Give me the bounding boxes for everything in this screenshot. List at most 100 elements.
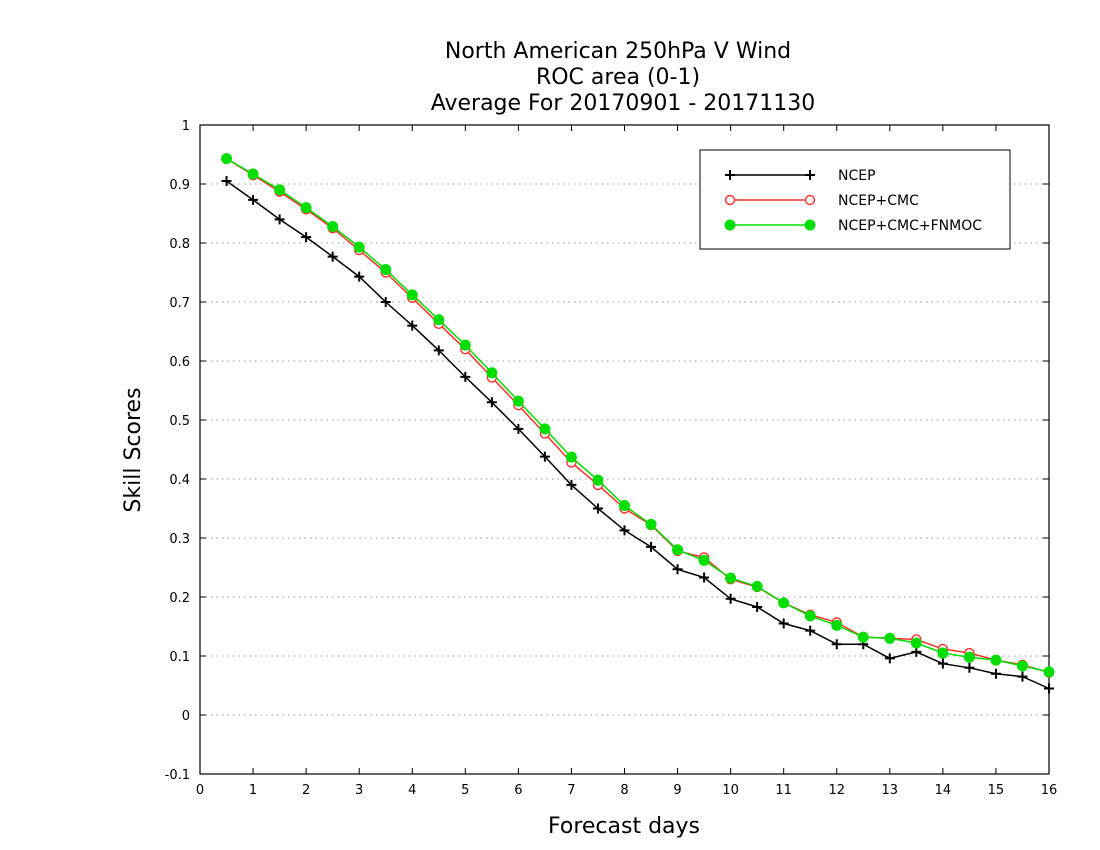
legend-label-1: NCEP <box>838 168 876 184</box>
series-3-point-28 <box>963 651 975 663</box>
chart-title-line-2: ROC area (0-1) <box>536 65 700 90</box>
legend-marker-right-3 <box>804 219 816 231</box>
series-3-point-0 <box>221 153 233 165</box>
series-1-point-23 <box>831 639 842 650</box>
series-3-point-30 <box>1016 660 1028 672</box>
x-tick-label-7: 7 <box>567 783 575 798</box>
x-tick-label-13: 13 <box>882 783 899 798</box>
y-tick-label-0: -0.1 <box>165 768 190 783</box>
x-tick-label-14: 14 <box>935 783 952 798</box>
series-1-point-2 <box>274 214 285 225</box>
y-tick-label-2: 0.1 <box>169 650 190 665</box>
series-1-point-3 <box>301 232 312 243</box>
series-3-point-4 <box>327 220 339 232</box>
y-axis-ticks: -0.1 0 0.1 0.2 0.3 0.4 0.5 0.6 0.7 0.8 0.9 1 <box>165 119 1049 783</box>
series-3-point-13 <box>565 451 577 463</box>
legend-item-2: NCEP+CMC <box>724 193 919 209</box>
series-1-point-9 <box>460 371 471 382</box>
series-3-point-7 <box>406 289 418 301</box>
series-3-point-2 <box>274 184 286 196</box>
grid-lines <box>200 183 1049 716</box>
series-1-line <box>226 180 1050 690</box>
series-3-point-16 <box>645 518 657 530</box>
series-3-point-9 <box>459 339 471 351</box>
series-1-point-7 <box>407 320 418 331</box>
series-3-point-24 <box>857 631 869 643</box>
series-3-point-11 <box>512 395 524 407</box>
legend-marker-right-2 <box>804 194 816 206</box>
series-3-point-17 <box>672 544 684 556</box>
y-tick-label-6: 0.5 <box>169 414 190 429</box>
x-tick-label-6: 6 <box>514 783 522 798</box>
x-axis-ticks: 0 1 2 3 4 5 6 7 8 9 10 11 12 13 14 15 16 <box>196 125 1057 798</box>
chart-title: North American 250hPa V Wind ROC area (0… <box>431 39 816 116</box>
series-3-point-12 <box>539 423 551 435</box>
x-tick-label-15: 15 <box>988 783 1005 798</box>
series-3-point-26 <box>910 637 922 649</box>
x-tick-label-8: 8 <box>620 783 628 798</box>
series-1-point-12 <box>539 451 550 462</box>
legend-marker-left-3 <box>724 219 736 231</box>
series-1-point-15 <box>619 525 630 536</box>
series-1-point-0 <box>221 176 232 187</box>
series-3-point-5 <box>353 241 365 253</box>
series-1-point-18 <box>699 572 710 583</box>
series-1-point-8 <box>433 345 444 356</box>
series-1-point-30 <box>1017 671 1028 682</box>
series-3-point-3 <box>300 202 312 214</box>
y-tick-label-9: 0.8 <box>169 237 190 252</box>
series-3-point-21 <box>778 597 790 609</box>
series-1-point-16 <box>646 541 657 552</box>
y-tick-label-3: 0.2 <box>169 591 190 606</box>
series-3-point-31 <box>1043 666 1055 678</box>
legend-item-1: NCEP <box>725 168 876 184</box>
series-3-point-19 <box>725 572 737 584</box>
series-1-point-6 <box>380 297 391 307</box>
y-tick-label-7: 0.6 <box>169 355 190 370</box>
x-tick-label-9: 9 <box>673 783 681 798</box>
chart-title-line-3: Average For 20170901 - 20171130 <box>431 91 816 116</box>
series-3-point-1 <box>247 168 259 180</box>
series-3 <box>221 153 1055 678</box>
legend-label-3: NCEP+CMC+FNMOC <box>838 218 982 234</box>
series-3-point-15 <box>619 500 630 512</box>
x-tick-label-11: 11 <box>775 783 792 798</box>
series-1 <box>221 176 1054 694</box>
chart-title-line-1: North American 250hPa V Wind <box>445 39 791 64</box>
y-tick-label-8: 0.7 <box>169 296 190 311</box>
series-3-point-27 <box>937 647 949 659</box>
series-1-point-11 <box>513 423 524 434</box>
x-tick-label-12: 12 <box>828 783 845 798</box>
legend-marker-right-1 <box>805 170 815 180</box>
series-1-point-20 <box>752 602 763 613</box>
legend-label-2: NCEP+CMC <box>838 193 919 209</box>
x-tick-label-2: 2 <box>302 783 310 798</box>
series-1-point-28 <box>964 662 975 673</box>
series-group <box>221 153 1055 694</box>
series-1-point-26 <box>911 646 922 657</box>
series-3-point-14 <box>592 474 604 486</box>
series-3-point-23 <box>831 619 843 631</box>
y-tick-label-5: 0.4 <box>169 473 190 488</box>
x-tick-label-5: 5 <box>461 783 469 798</box>
series-1-point-31 <box>1044 683 1054 694</box>
series-1-point-21 <box>778 618 789 629</box>
series-1-point-22 <box>805 625 816 636</box>
legend-item-3: NCEP+CMC+FNMOC <box>724 218 982 234</box>
series-3-point-29 <box>990 654 1002 666</box>
series-1-point-17 <box>672 564 683 575</box>
y-tick-label-11: 1 <box>182 119 190 134</box>
y-axis-label: Skill Scores <box>121 387 146 512</box>
series-1-point-1 <box>248 194 259 205</box>
y-tick-label-10: 0.9 <box>169 178 190 193</box>
series-1-point-19 <box>725 593 736 604</box>
series-3-point-8 <box>433 314 445 326</box>
series-1-point-14 <box>592 503 603 514</box>
series-1-point-29 <box>990 668 1001 679</box>
x-tick-label-1: 1 <box>249 783 257 798</box>
series-1-point-4 <box>327 251 338 262</box>
y-tick-label-1: 0 <box>182 709 190 724</box>
series-1-point-10 <box>486 397 497 408</box>
series-1-point-25 <box>884 653 895 664</box>
